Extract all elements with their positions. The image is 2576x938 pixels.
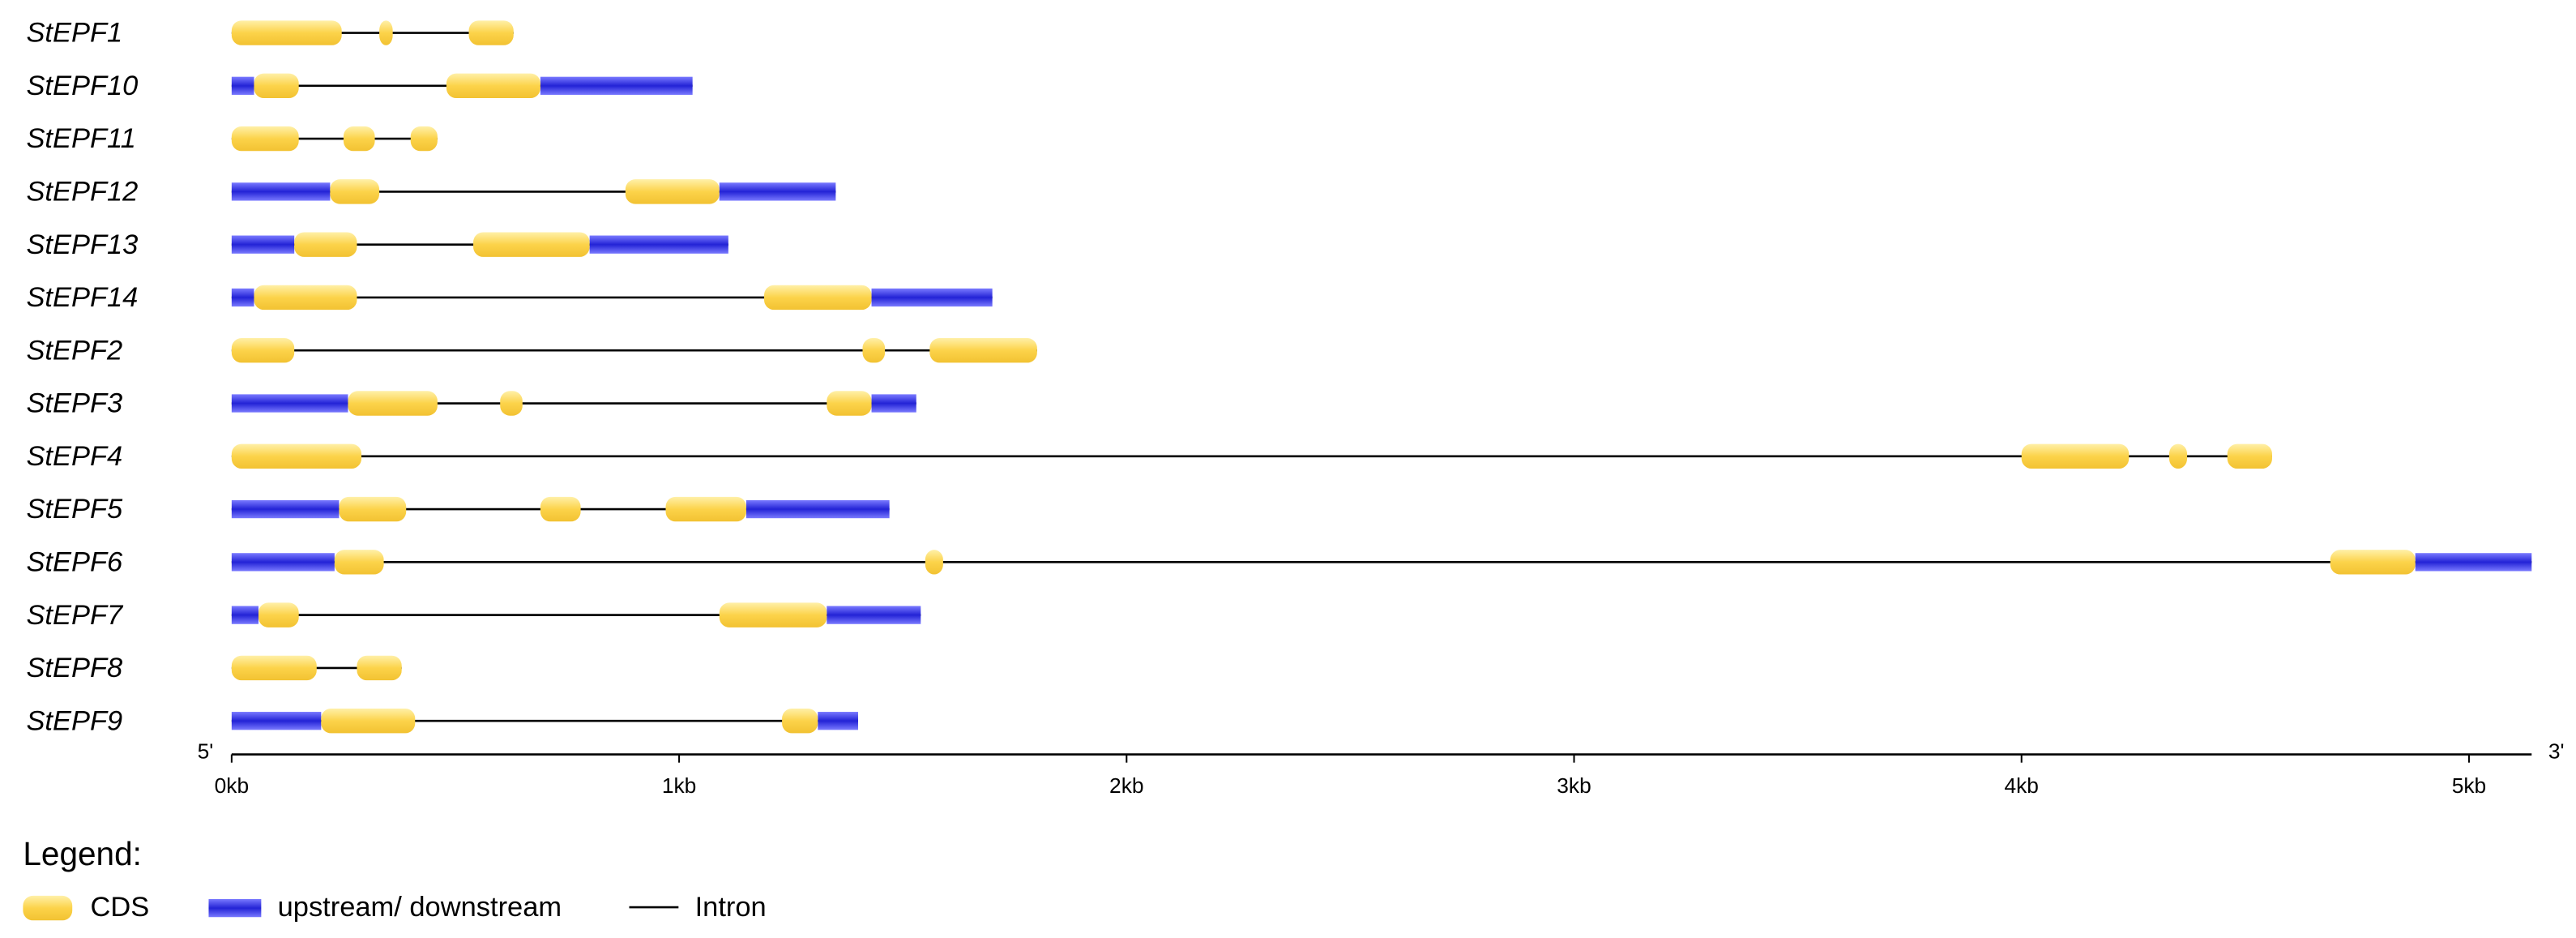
- cds-segment: [665, 496, 746, 522]
- legend-label: upstream/ downstream: [278, 892, 562, 923]
- cds-segment: [473, 232, 590, 257]
- cds-segment: [929, 338, 1037, 363]
- x-tick-label: 2kb: [1109, 773, 1143, 798]
- cds-segment: [719, 602, 827, 627]
- gene-label: StEPF11: [26, 123, 135, 154]
- cds-segment: [764, 285, 872, 311]
- utr-segment: [871, 394, 916, 413]
- cds-segment: [357, 655, 402, 681]
- utr-segment: [231, 499, 340, 519]
- cds-segment: [540, 496, 581, 522]
- cds-segment: [410, 126, 438, 152]
- legend-title: Legend:: [23, 835, 142, 872]
- gene-label: StEPF5: [26, 494, 123, 525]
- cds-segment: [254, 73, 299, 99]
- x-tick-label: 5kb: [2452, 773, 2486, 798]
- x-tick-label: 4kb: [2004, 773, 2038, 798]
- cds-segment: [625, 179, 720, 204]
- cds-segment: [231, 20, 342, 45]
- utr-segment: [589, 235, 728, 254]
- cds-segment: [379, 20, 393, 45]
- cds-segment: [330, 179, 380, 204]
- gene-label: StEPF1: [26, 18, 122, 49]
- gene-label: StEPF14: [26, 282, 138, 313]
- cds-segment: [348, 391, 438, 416]
- cds-segment: [294, 232, 357, 257]
- gene-label: StEPF3: [26, 388, 122, 419]
- cds-segment: [2168, 443, 2188, 469]
- utr-segment: [231, 394, 348, 413]
- utr-segment: [231, 76, 254, 95]
- cds-segment: [2330, 550, 2416, 575]
- cds-segment: [446, 73, 540, 99]
- gene-label: StEPF8: [26, 653, 122, 683]
- utr-segment: [745, 499, 890, 519]
- x-tick-label: 0kb: [215, 773, 249, 798]
- cds-segment: [231, 338, 295, 363]
- cds-segment: [258, 602, 299, 627]
- utr-segment: [540, 76, 693, 95]
- utr-segment: [719, 182, 836, 201]
- gene-label: StEPF13: [26, 229, 138, 260]
- cds-segment: [231, 655, 317, 681]
- legend-swatch-utr: [208, 898, 262, 918]
- cds-segment: [2227, 443, 2272, 469]
- utr-segment: [231, 606, 258, 624]
- utr-segment: [231, 182, 331, 201]
- utr-segment: [231, 235, 295, 254]
- legend-swatch-cds: [23, 895, 73, 921]
- gene-label: StEPF6: [26, 546, 123, 577]
- x-tick-label: 3kb: [1557, 773, 1591, 798]
- cds-segment: [231, 126, 299, 152]
- utr-segment: [231, 712, 322, 730]
- x-tick-label: 1kb: [662, 773, 696, 798]
- gene-label: StEPF4: [26, 441, 122, 472]
- gene-label: StEPF9: [26, 705, 122, 736]
- cds-segment: [334, 550, 384, 575]
- cds-segment: [468, 20, 514, 45]
- gene-label: StEPF12: [26, 177, 138, 208]
- cds-segment: [321, 708, 416, 734]
- cds-segment: [862, 338, 886, 363]
- cds-segment: [343, 126, 375, 152]
- gene-label: StEPF2: [26, 335, 122, 366]
- utr-segment: [818, 712, 858, 730]
- end-label: 3': [2548, 739, 2565, 763]
- start-label: 5': [198, 739, 214, 763]
- legend-label: CDS: [91, 892, 150, 923]
- utr-segment: [231, 553, 335, 572]
- cds-segment: [827, 391, 872, 416]
- cds-segment: [339, 496, 407, 522]
- cds-segment: [231, 443, 362, 469]
- cds-segment: [254, 285, 357, 311]
- legend-label: Intron: [695, 892, 767, 923]
- gene-label: StEPF7: [26, 600, 124, 631]
- utr-segment: [231, 288, 254, 307]
- cds-segment: [500, 391, 523, 416]
- utr-segment: [871, 288, 993, 307]
- cds-segment: [2021, 443, 2130, 469]
- utr-segment: [827, 606, 921, 624]
- cds-segment: [782, 708, 818, 734]
- gene-label: StEPF10: [26, 71, 138, 101]
- cds-segment: [925, 550, 943, 575]
- utr-segment: [2415, 553, 2532, 572]
